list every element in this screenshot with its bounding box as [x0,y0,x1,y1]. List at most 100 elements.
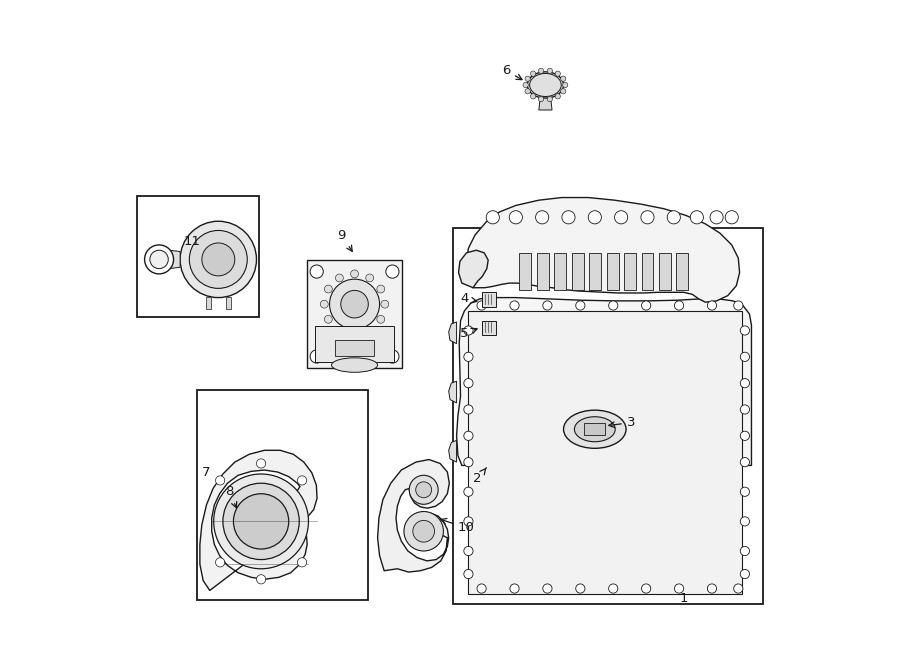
Circle shape [189,231,248,288]
Bar [572,253,583,290]
Circle shape [365,327,374,334]
Text: 5: 5 [460,327,477,340]
Circle shape [381,300,389,308]
Bar [482,292,496,307]
Circle shape [667,211,680,224]
Circle shape [536,211,549,224]
Bar [482,321,496,335]
Circle shape [641,211,654,224]
Circle shape [410,475,438,504]
Circle shape [377,285,384,293]
Bar [607,253,618,290]
Circle shape [530,94,536,99]
Circle shape [145,245,174,274]
Circle shape [386,265,399,278]
Bar [519,253,531,290]
Bar [659,253,670,290]
Circle shape [741,569,750,578]
Circle shape [555,71,561,76]
Bar [196,390,368,600]
Circle shape [223,483,300,560]
Circle shape [464,379,473,388]
Circle shape [608,301,617,310]
Circle shape [202,243,235,276]
Circle shape [589,211,601,224]
Circle shape [215,476,225,485]
Circle shape [741,547,750,556]
Circle shape [464,569,473,578]
Circle shape [674,301,684,310]
Circle shape [256,574,266,584]
Circle shape [404,512,444,551]
Text: 4: 4 [460,292,477,305]
Circle shape [215,558,225,567]
Circle shape [538,97,544,102]
Circle shape [547,68,553,73]
Circle shape [464,431,473,440]
Bar [335,340,374,356]
Circle shape [674,584,684,593]
Bar [554,253,566,290]
Circle shape [416,482,432,498]
Bar [468,311,742,594]
Circle shape [615,211,627,224]
Text: 9: 9 [338,229,352,251]
Circle shape [464,487,473,496]
Text: 11: 11 [184,235,201,248]
Circle shape [530,71,536,76]
Polygon shape [466,198,740,302]
Circle shape [509,211,522,224]
Polygon shape [459,251,488,288]
Circle shape [213,474,309,568]
Circle shape [543,301,552,310]
Circle shape [525,89,530,94]
Circle shape [741,379,750,388]
Circle shape [734,584,742,593]
Circle shape [576,301,585,310]
Circle shape [525,76,530,81]
Circle shape [741,326,750,335]
Text: 8: 8 [225,485,237,508]
Circle shape [329,279,380,329]
Circle shape [543,584,552,593]
Circle shape [741,517,750,526]
Text: 7: 7 [202,465,211,479]
Circle shape [341,290,368,318]
Bar [624,253,635,290]
Circle shape [523,83,528,88]
Bar [206,297,211,309]
Circle shape [562,211,575,224]
Polygon shape [378,459,449,572]
Polygon shape [449,322,456,344]
Circle shape [608,584,617,593]
Circle shape [351,270,358,278]
Bar [315,326,394,362]
Bar [642,253,653,290]
Circle shape [256,459,266,468]
Circle shape [477,584,486,593]
Circle shape [741,405,750,414]
Circle shape [310,350,323,363]
Circle shape [538,68,544,73]
Circle shape [547,97,553,102]
Bar [226,297,230,309]
Circle shape [555,94,561,99]
Polygon shape [449,440,456,462]
Circle shape [741,352,750,362]
Polygon shape [154,249,180,270]
Circle shape [464,457,473,467]
Circle shape [707,301,716,310]
Circle shape [464,405,473,414]
Circle shape [310,265,323,278]
Bar [138,196,259,317]
Circle shape [377,315,384,323]
Polygon shape [539,98,552,110]
Circle shape [510,301,519,310]
Circle shape [576,584,585,593]
Circle shape [562,83,568,88]
Circle shape [707,584,716,593]
Circle shape [297,558,307,567]
Bar [676,253,688,290]
Circle shape [233,494,289,549]
Circle shape [464,517,473,526]
